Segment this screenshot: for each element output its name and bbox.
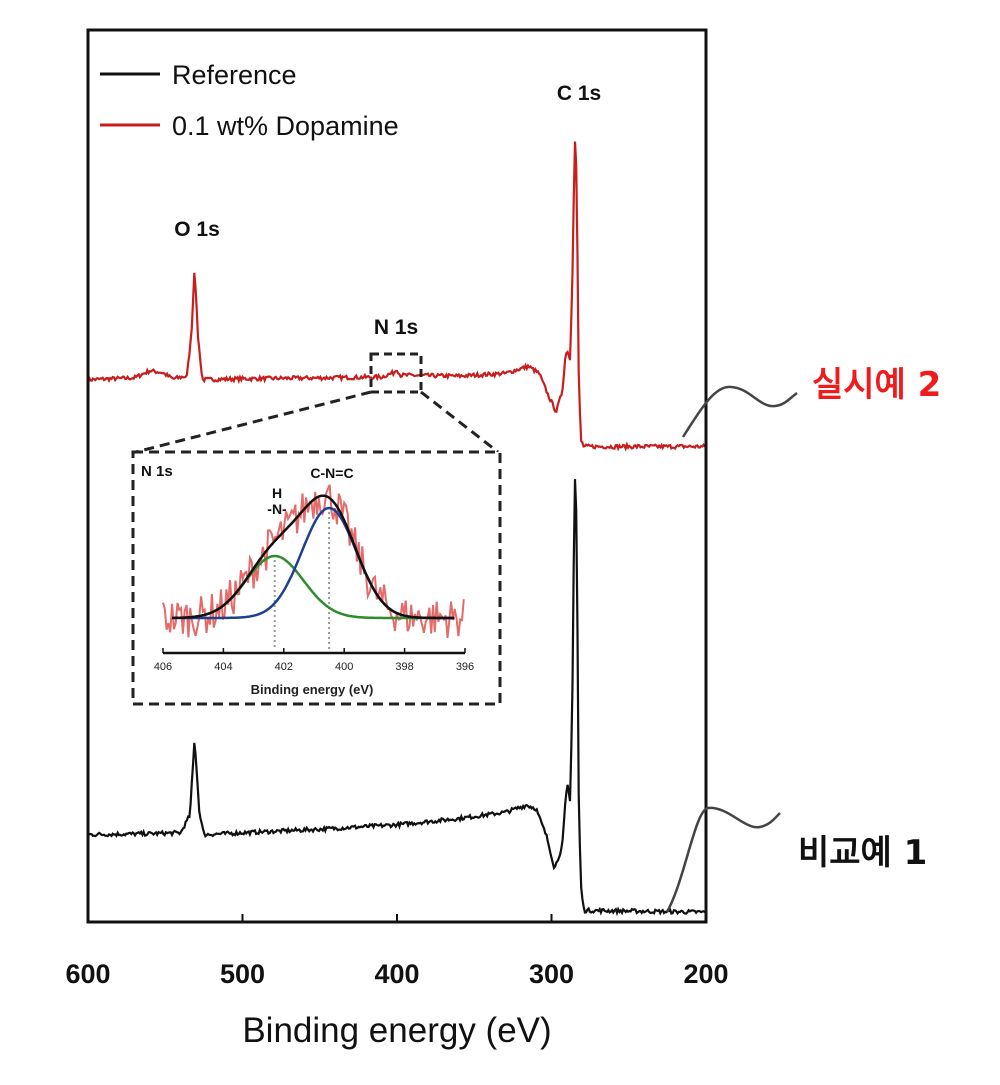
- series-line-dopamine: [86, 141, 707, 452]
- inset-tick-label: 398: [395, 661, 413, 673]
- inset-series-layer: [162, 484, 465, 650]
- inset-x-label: Binding energy (eV): [251, 682, 374, 697]
- series-line-reference: [87, 479, 707, 917]
- peak-label-o1s: O 1s: [174, 218, 220, 241]
- inset-title: N 1s: [141, 463, 173, 480]
- x-axis-label: Binding energy (eV): [242, 1011, 551, 1050]
- inset-raw-data: [162, 484, 465, 639]
- inset-x-ticks: 406 404 402 400 398 396: [154, 648, 474, 673]
- inset-label-nh: -N-: [267, 501, 287, 517]
- legend-label-dopamine: 0.1 wt% Dopamine: [172, 111, 399, 141]
- x-tick-label: 400: [374, 959, 419, 989]
- n1s-zoom-box: [369, 352, 423, 394]
- peak-label-n1s: N 1s: [374, 316, 418, 339]
- legend: Reference 0.1 wt% Dopamine: [100, 60, 399, 141]
- x-axis-ticks: 600 500 400 300 200: [65, 914, 729, 989]
- x-tick-label: 500: [220, 959, 265, 989]
- zoom-connector-right: [420, 390, 499, 454]
- inset-tick-label: 400: [335, 661, 353, 673]
- annotation-connector-dopamine: [681, 385, 798, 438]
- inset-label-cnc: C-N=C: [310, 465, 353, 481]
- n1s-inset: 406 404 402 400 398 396 Binding energy (eV) N…: [131, 450, 502, 706]
- x-tick-label: 600: [65, 959, 110, 989]
- annotation-label-reference: 비교예 1: [798, 833, 927, 873]
- inset-frame: [131, 450, 502, 706]
- x-tick-label: 200: [683, 959, 728, 989]
- inset-tick-label: 396: [456, 661, 474, 673]
- inset-tick-label: 406: [154, 661, 172, 673]
- annotation-connector-reference: [665, 806, 781, 913]
- inset-tick-label: 404: [214, 661, 232, 673]
- inset-tick-label: 402: [275, 661, 293, 673]
- zoom-connector-left: [135, 390, 372, 454]
- inset-fit-envelope: [172, 494, 455, 620]
- legend-label-reference: Reference: [172, 60, 297, 90]
- annotation-label-dopamine: 실시예 2: [812, 365, 941, 405]
- series-layer: [86, 141, 707, 917]
- peak-label-c1s: C 1s: [557, 82, 601, 105]
- inset-label-h: H: [272, 485, 282, 501]
- x-tick-label: 300: [529, 959, 574, 989]
